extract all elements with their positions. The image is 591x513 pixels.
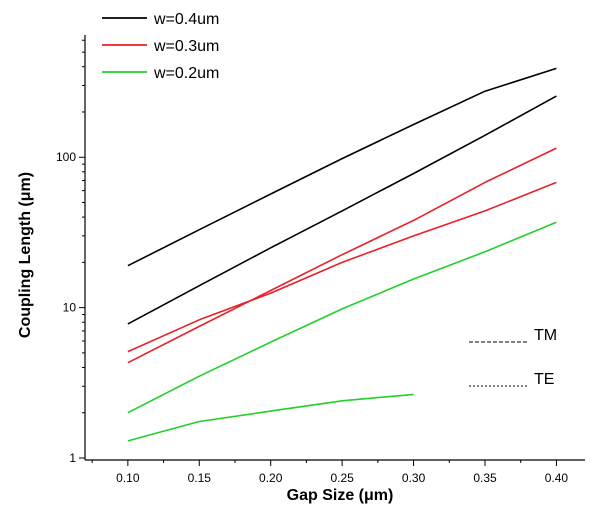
series-line-w-0-3um-lower: [127, 181, 557, 353]
axes-layer: 0.10 0.15 0.20 0.25 0.30 0.35 0.40 1 10 100: [56, 35, 585, 485]
series-layer: [127, 67, 557, 442]
polarization-label: TE: [534, 371, 554, 388]
x-axis-title: Gap Size (μm): [287, 487, 394, 504]
x-tick-label: 0.30: [402, 471, 426, 485]
x-tick-label: 0.10: [116, 471, 140, 485]
legend-label: w=0.3um: [153, 38, 219, 55]
polarization-label: TM: [534, 327, 557, 344]
legend-label: w=0.4um: [153, 11, 219, 28]
series-line-w-0-2um-upper: [127, 221, 557, 414]
x-tick-label: 0.20: [259, 471, 283, 485]
y-tick-label: 100: [56, 150, 76, 164]
series-line-w-0-2um-lower: [127, 393, 414, 442]
series-line-w-0-4um-upper: [127, 67, 557, 267]
x-tick-label: 0.35: [473, 471, 497, 485]
series-line-w-0-4um-lower: [127, 95, 557, 325]
x-tick-label: 0.15: [188, 471, 212, 485]
series-line-w-0-3um-upper: [127, 147, 557, 364]
legend-label: w=0.2um: [153, 65, 219, 82]
legend-layer: w=0.4um w=0.3um w=0.2um TM TE: [102, 11, 557, 388]
y-tick-label: 10: [63, 301, 77, 315]
x-tick-label: 0.25: [330, 471, 354, 485]
y-tick-label: 1: [69, 451, 76, 465]
y-axis-title: Coupling Length (μm): [17, 172, 34, 338]
x-tick-label: 0.40: [545, 471, 569, 485]
